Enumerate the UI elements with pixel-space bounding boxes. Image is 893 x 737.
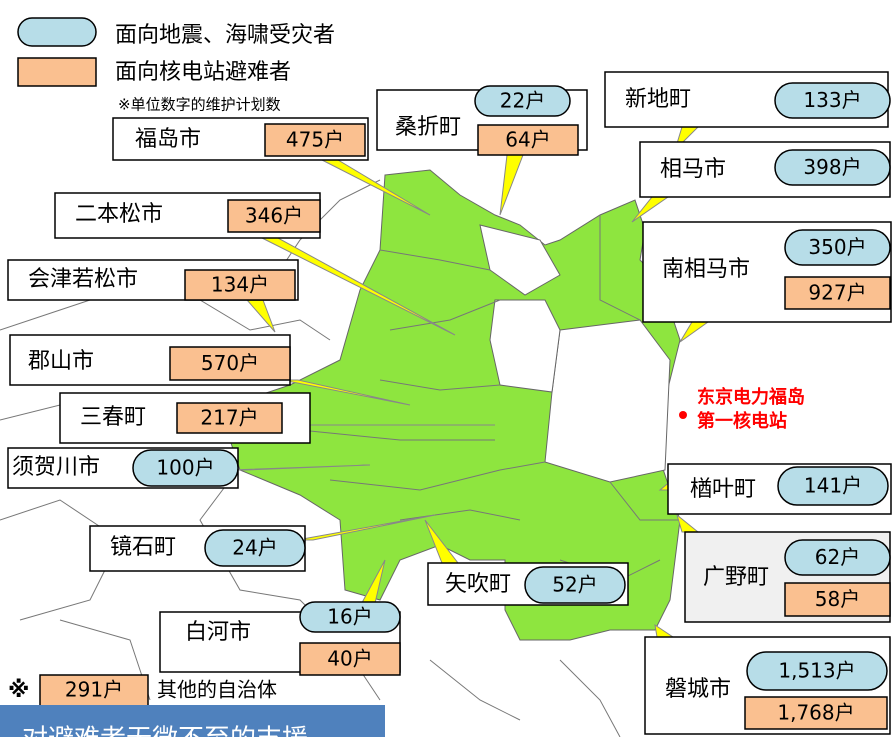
count: 62户 xyxy=(815,545,860,569)
legend: 面向地震、海啸受灾者 面向核电站避难者 ※单位数字的维护计划数 xyxy=(17,17,335,114)
legend-swatch-nuclear xyxy=(17,57,97,87)
callout-pointer xyxy=(245,299,276,333)
count: 52户 xyxy=(552,573,597,597)
municipality-name: 三春町 xyxy=(80,405,146,430)
count: 64户 xyxy=(505,128,550,152)
count: 475户 xyxy=(286,128,344,152)
disaster-badge xyxy=(474,85,571,117)
disaster-badge xyxy=(774,149,891,186)
disaster-badge xyxy=(784,229,891,266)
callout-pointer xyxy=(499,154,524,216)
municipality-name: 南相马市 xyxy=(662,257,750,282)
nuclear-badge xyxy=(784,276,891,310)
disaster-badge xyxy=(524,566,626,604)
nuclear-badge xyxy=(176,402,283,434)
nuclear-badge xyxy=(264,123,366,157)
count: 24户 xyxy=(232,536,277,560)
count: 1,768户 xyxy=(777,701,854,725)
nuclear-badge xyxy=(169,346,291,381)
region-map xyxy=(0,169,681,737)
count: 58户 xyxy=(815,587,860,611)
nuclear-badge xyxy=(477,124,579,156)
count: 217户 xyxy=(200,406,258,430)
callout-pointer xyxy=(676,513,700,533)
count: 40户 xyxy=(327,647,372,671)
legend-label: 面向核电站避难者 xyxy=(115,60,291,85)
count: 16户 xyxy=(327,605,372,629)
municipality-name: 广野町 xyxy=(703,565,769,590)
municipality-name: 须贺川市 xyxy=(12,455,100,480)
count: 141户 xyxy=(804,474,862,498)
municipality-name: 矢吹町 xyxy=(445,572,511,597)
count: 1,513户 xyxy=(778,659,855,683)
municipality-name: 楢叶町 xyxy=(690,477,756,502)
count: 398户 xyxy=(803,155,861,179)
count: 291户 xyxy=(65,678,123,702)
callout-pointer xyxy=(679,321,710,343)
municipality-name: 镜石町 xyxy=(110,535,176,560)
municipality-name: 桑折町 xyxy=(395,115,461,140)
disaster-badge xyxy=(777,466,889,506)
legend-label: 面向地震、海啸受灾者 xyxy=(115,23,335,48)
nuclear-badge xyxy=(744,696,888,730)
plant-marker xyxy=(679,411,687,419)
plant-label: 第一核电站 xyxy=(697,410,787,432)
disaster-badge xyxy=(784,539,891,576)
other-mark: ※ xyxy=(8,678,29,703)
legend-note: ※单位数字的维护计划数 xyxy=(118,96,281,114)
municipality-name: 磐城市 xyxy=(665,677,731,702)
legend-swatch-disaster xyxy=(17,17,97,47)
banner-text: 对避难者无微不至的支援 xyxy=(22,725,308,737)
disaster-badge xyxy=(774,82,891,119)
nuclear-badge xyxy=(184,269,296,301)
count: 570户 xyxy=(201,351,259,375)
municipality-name: 会津若松市 xyxy=(28,267,138,292)
nuclear-badge xyxy=(227,199,321,233)
count: 133户 xyxy=(803,88,861,112)
callout-pointer xyxy=(654,623,675,638)
count: 927户 xyxy=(808,281,866,305)
municipality-name: 相马市 xyxy=(660,157,726,182)
other-label: 其他的自治体 xyxy=(157,678,277,702)
municipality-name: 郡山市 xyxy=(28,349,94,374)
count: 100户 xyxy=(156,456,214,480)
disaster-badge xyxy=(204,529,306,567)
plant-label: 东京电力福岛 xyxy=(697,386,805,408)
banner xyxy=(0,705,385,737)
count: 346户 xyxy=(245,204,303,228)
disaster-badge xyxy=(299,601,401,633)
municipality-name: 白河市 xyxy=(185,620,251,645)
municipality-name: 新地町 xyxy=(625,87,691,112)
nuclear-badge xyxy=(299,642,401,676)
disaster-badge xyxy=(746,651,888,691)
count: 350户 xyxy=(808,235,866,259)
callouts xyxy=(229,126,710,638)
count: 134户 xyxy=(211,273,269,297)
count: 22户 xyxy=(500,89,545,113)
nuclear-badge xyxy=(784,582,891,617)
disaster-badge xyxy=(132,449,239,487)
municipality-name: 福岛市 xyxy=(135,127,201,152)
municipality-name: 二本松市 xyxy=(75,202,163,227)
